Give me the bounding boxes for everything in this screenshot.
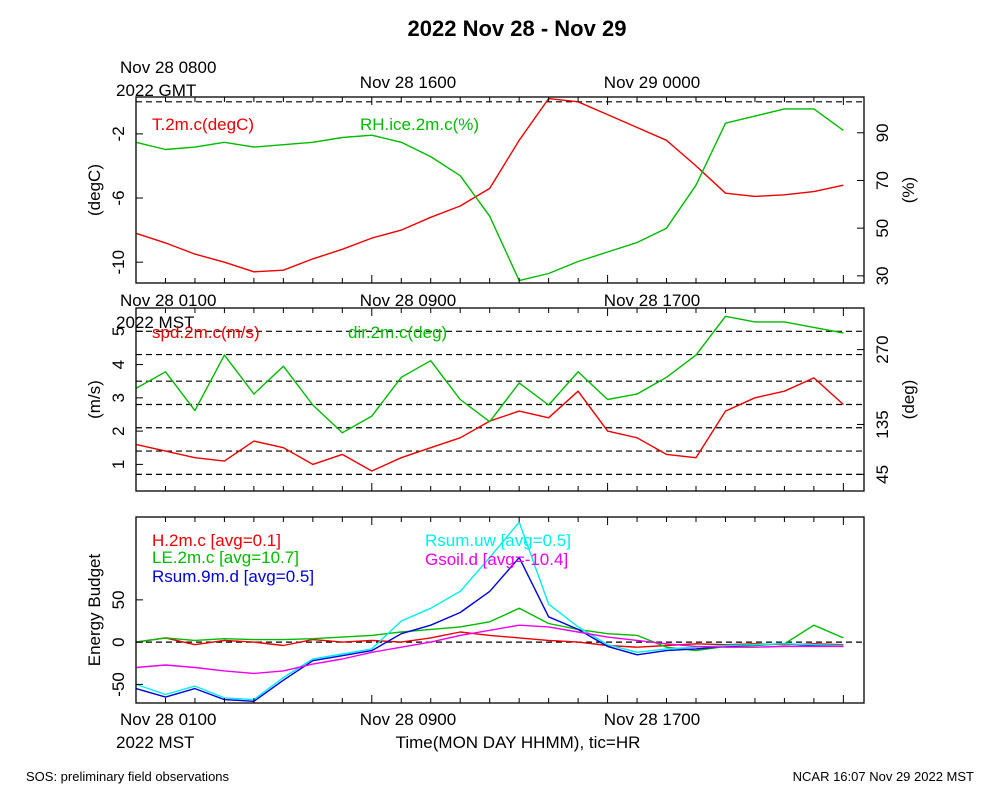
gmt-label-0: Nov 28 0800 (120, 58, 216, 77)
panel-3-frame (135, 516, 865, 704)
panel-1-ytick-left-label-1: -6 (109, 190, 128, 205)
panel-2-ytick-left-label-2: 3 (109, 393, 128, 402)
chart-title: 2022 Nov 28 - Nov 29 (408, 16, 627, 41)
mst-mid-label-0: Nov 28 0100 (120, 291, 216, 310)
footer-right: NCAR 16:07 Nov 29 2022 MST (793, 769, 974, 784)
panel-1-series-1-line (135, 108, 844, 282)
panel-3-ytick-left-label-0: -50 (109, 672, 128, 697)
panel-2-ytick-right-label-1: 135 (873, 410, 892, 438)
panel-2-legend-0: spd.2m.c(m/s) (152, 323, 260, 342)
panel-2-frame (135, 307, 865, 492)
panel-2-ytick-left-label-4: 5 (109, 327, 128, 336)
gmt-label-2: Nov 29 0000 (604, 73, 700, 92)
panel-3-legend-2: Rsum.9m.d [avg=0.5] (152, 567, 314, 586)
panel-1-ytick-left-label-0: -2 (109, 126, 128, 141)
panel-3-ytick-left-label-2: 50 (109, 590, 128, 609)
panel-2-ytick-left-label-0: 1 (109, 460, 128, 469)
panel-2-legend-1: dir.2m.c(deg) (348, 323, 447, 342)
panel-3-series-0-line (135, 631, 844, 648)
panel-2-ytick-left-label-3: 4 (109, 360, 128, 369)
gmt-label-1: Nov 28 1600 (360, 73, 456, 92)
panel-1-legend-1: RH.ice.2m.c(%) (360, 115, 479, 134)
panel-1-ytick-left-label-2: -10 (109, 250, 128, 275)
panel-1-series-0-line (135, 97, 844, 273)
panel-3-legend-0: H.2m.c [avg=0.1] (152, 531, 281, 550)
panel-2-series-1-line (135, 315, 844, 434)
x-axis-title: Time(MON DAY HHMM), tic=HR (396, 733, 641, 752)
panel-1-legend-0: T.2m.c(degC) (152, 115, 254, 134)
panel-1-ytick-right-label-3: 30 (873, 266, 892, 285)
panel-2-ylabel-left: (m/s) (85, 380, 104, 419)
gmt-suffix: 2022 GMT (116, 81, 196, 100)
panel-3-ylabel-left: Energy Budget (85, 553, 104, 666)
mst-bottom-label-0: Nov 28 0100 (120, 710, 216, 729)
panel-1-ytick-right-label-1: 70 (873, 171, 892, 190)
panel-2-ytick-right-label-2: 270 (873, 335, 892, 363)
mst-bottom-label-1: Nov 28 0900 (360, 710, 456, 729)
panel-2-ylabel-right: (deg) (899, 380, 918, 420)
mst-bottom-label-2: Nov 28 1700 (604, 710, 700, 729)
mst-bottom-suffix: 2022 MST (116, 733, 194, 752)
panel-1-frame (135, 96, 865, 284)
panel-1-ylabel-left: (degC) (85, 164, 104, 216)
footer-left: SOS: preliminary field observations (26, 769, 230, 784)
panel-2-ytick-left-label-1: 2 (109, 426, 128, 435)
panel-3-legend-1: LE.2m.c [avg=10.7] (152, 548, 299, 567)
panel-1-ylabel-right: (%) (899, 177, 918, 203)
panel-1-ytick-right-label-2: 50 (873, 219, 892, 238)
panel-3: -50 0 50 Energy Budget H.2m.c [avg=0.1]LE.2m… (85, 516, 865, 704)
panel-1: -2 -6 -10 90 70 50 30 (degC) (%) T.2m.c(degC) RH.i… (85, 96, 918, 285)
panel-2-series-0-line (135, 377, 844, 472)
panel-2-ytick-right-label-0: 45 (873, 465, 892, 484)
panel-3-series-4-line (135, 624, 844, 675)
mst-mid-label-1: Nov 28 0900 (360, 291, 456, 310)
panel-3-legend-4: Gsoil.d [avg=-10.4] (425, 550, 568, 569)
panel-3-ytick-left-label-1: 0 (109, 637, 128, 646)
panel-3-legend-3: Rsum.uw [avg=0.5] (425, 531, 571, 550)
panel-1-ytick-right-label-0: 90 (873, 123, 892, 142)
mst-mid-label-2: Nov 28 1700 (604, 291, 700, 310)
